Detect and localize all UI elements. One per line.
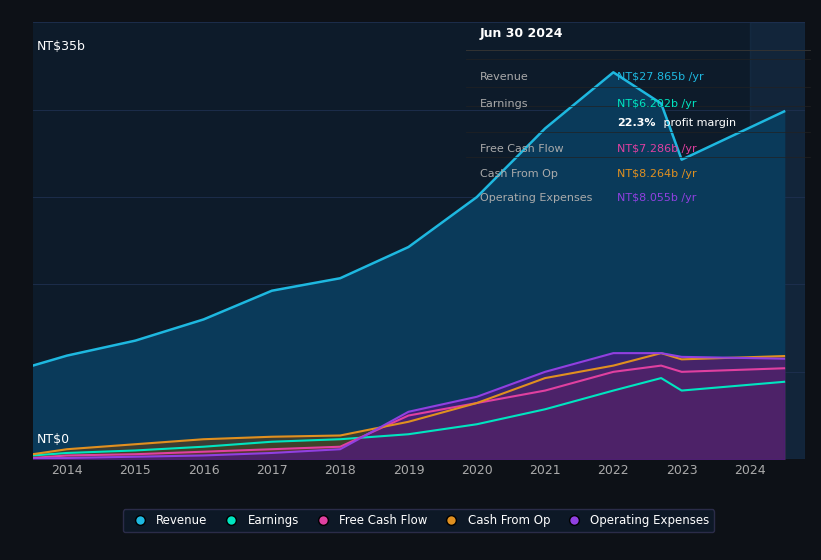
Text: Free Cash Flow: Free Cash Flow [480, 144, 564, 154]
Text: Cash From Op: Cash From Op [480, 169, 558, 179]
Text: NT$7.286b /yr: NT$7.286b /yr [617, 144, 697, 154]
Text: Operating Expenses: Operating Expenses [480, 193, 593, 203]
Text: NT$6.202b /yr: NT$6.202b /yr [617, 99, 697, 109]
Text: NT$0: NT$0 [37, 433, 70, 446]
Text: NT$35b: NT$35b [37, 40, 85, 53]
Legend: Revenue, Earnings, Free Cash Flow, Cash From Op, Operating Expenses: Revenue, Earnings, Free Cash Flow, Cash … [123, 510, 714, 532]
Text: NT$8.055b /yr: NT$8.055b /yr [617, 193, 697, 203]
Text: Revenue: Revenue [480, 72, 529, 82]
Text: NT$27.865b /yr: NT$27.865b /yr [617, 72, 704, 82]
Bar [750, 22, 805, 459]
Text: Jun 30 2024: Jun 30 2024 [480, 27, 563, 40]
Text: profit margin: profit margin [660, 118, 736, 128]
Text: Earnings: Earnings [480, 99, 529, 109]
Text: NT$8.264b /yr: NT$8.264b /yr [617, 169, 697, 179]
Text: 22.3%: 22.3% [617, 118, 656, 128]
